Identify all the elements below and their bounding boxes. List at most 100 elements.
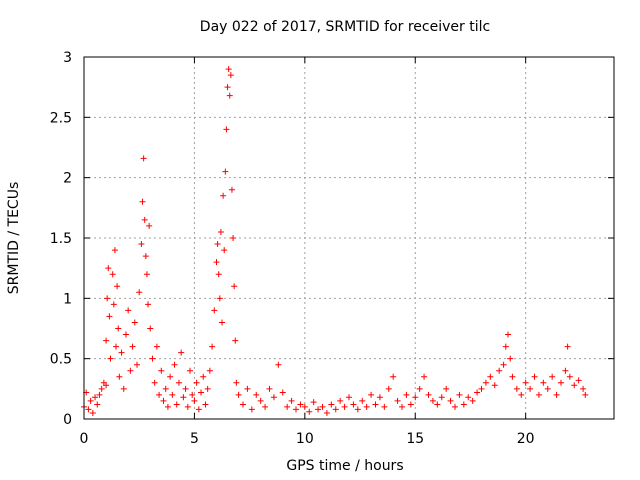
data-point xyxy=(227,72,234,79)
x-tick-label: 0 xyxy=(80,431,89,447)
data-point xyxy=(225,66,232,73)
data-point xyxy=(120,385,127,392)
data-point xyxy=(363,403,370,410)
data-point xyxy=(167,373,174,380)
data-point xyxy=(114,283,121,290)
data-point xyxy=(122,331,129,338)
data-point xyxy=(189,391,196,398)
data-point xyxy=(213,259,220,266)
y-tick-label: 1 xyxy=(63,291,72,307)
data-point xyxy=(228,186,235,193)
data-point xyxy=(173,401,180,408)
x-tick-label: 15 xyxy=(406,431,424,447)
data-point xyxy=(337,397,344,404)
x-tick-label: 5 xyxy=(190,431,199,447)
data-point xyxy=(92,394,99,401)
data-point xyxy=(204,385,211,392)
data-point xyxy=(518,391,525,398)
data-point xyxy=(270,394,277,401)
data-point xyxy=(125,307,132,314)
data-point xyxy=(350,401,357,408)
data-point xyxy=(109,271,116,278)
y-tick-label: 0 xyxy=(63,412,72,428)
data-point xyxy=(315,406,322,413)
data-point xyxy=(139,198,146,205)
data-point xyxy=(487,373,494,380)
data-point xyxy=(474,389,481,396)
data-point xyxy=(187,367,193,374)
data-point xyxy=(469,397,476,404)
data-point xyxy=(359,397,366,404)
data-point xyxy=(385,385,392,392)
data-point xyxy=(531,373,538,380)
data-point xyxy=(226,92,233,99)
data-point xyxy=(113,343,120,350)
data-point xyxy=(94,401,101,408)
data-point xyxy=(142,253,149,260)
data-point xyxy=(403,391,410,398)
data-point xyxy=(193,379,200,386)
data-point xyxy=(211,307,218,314)
data-point xyxy=(195,406,202,413)
data-point xyxy=(116,373,123,380)
data-point xyxy=(558,379,564,386)
data-point xyxy=(220,192,227,199)
data-point xyxy=(85,406,92,413)
data-point xyxy=(198,389,205,396)
data-point xyxy=(491,382,498,389)
data-point xyxy=(223,126,230,133)
data-point xyxy=(131,319,138,326)
data-point xyxy=(111,247,118,254)
data-point xyxy=(438,394,445,401)
data-point xyxy=(118,349,125,356)
data-point xyxy=(103,337,110,344)
data-point xyxy=(244,385,251,392)
y-tick-label: 0.5 xyxy=(50,352,72,368)
data-point xyxy=(217,228,224,235)
data-point xyxy=(230,235,237,241)
data-point xyxy=(206,367,213,374)
data-point xyxy=(153,343,160,350)
data-point xyxy=(412,394,419,401)
data-point xyxy=(456,391,463,398)
data-point xyxy=(293,406,299,413)
data-point xyxy=(178,349,185,356)
y-tick-label: 2.5 xyxy=(50,110,72,126)
data-point xyxy=(134,361,140,368)
data-point xyxy=(209,343,216,350)
data-point xyxy=(182,385,189,392)
data-point xyxy=(582,391,589,398)
data-point xyxy=(200,373,207,380)
data-point xyxy=(323,409,330,416)
data-point xyxy=(580,385,587,392)
data-point xyxy=(562,367,569,374)
data-point xyxy=(275,361,282,368)
data-point xyxy=(141,216,148,223)
y-tick-label: 2 xyxy=(63,171,72,187)
data-point xyxy=(103,382,110,389)
data-point xyxy=(522,379,529,386)
data-point xyxy=(447,397,454,404)
data-point xyxy=(513,385,520,392)
data-point xyxy=(105,265,112,272)
data-point xyxy=(140,155,147,162)
data-point xyxy=(301,403,308,410)
data-point xyxy=(214,241,221,248)
data-point xyxy=(376,394,383,401)
data-point xyxy=(284,403,291,410)
data-point xyxy=(394,397,401,404)
data-point xyxy=(169,391,176,398)
data-points xyxy=(81,66,589,416)
data-point xyxy=(306,408,313,415)
data-point xyxy=(145,301,152,308)
data-point xyxy=(156,391,163,398)
data-point xyxy=(89,409,96,416)
data-point xyxy=(465,394,472,401)
y-tick-label: 3 xyxy=(63,50,72,66)
data-point xyxy=(571,382,578,389)
data-point xyxy=(138,241,145,248)
chart-title: Day 022 of 2017, SRMTID for receiver til… xyxy=(200,19,490,35)
data-point xyxy=(184,403,191,410)
data-point xyxy=(310,399,317,406)
